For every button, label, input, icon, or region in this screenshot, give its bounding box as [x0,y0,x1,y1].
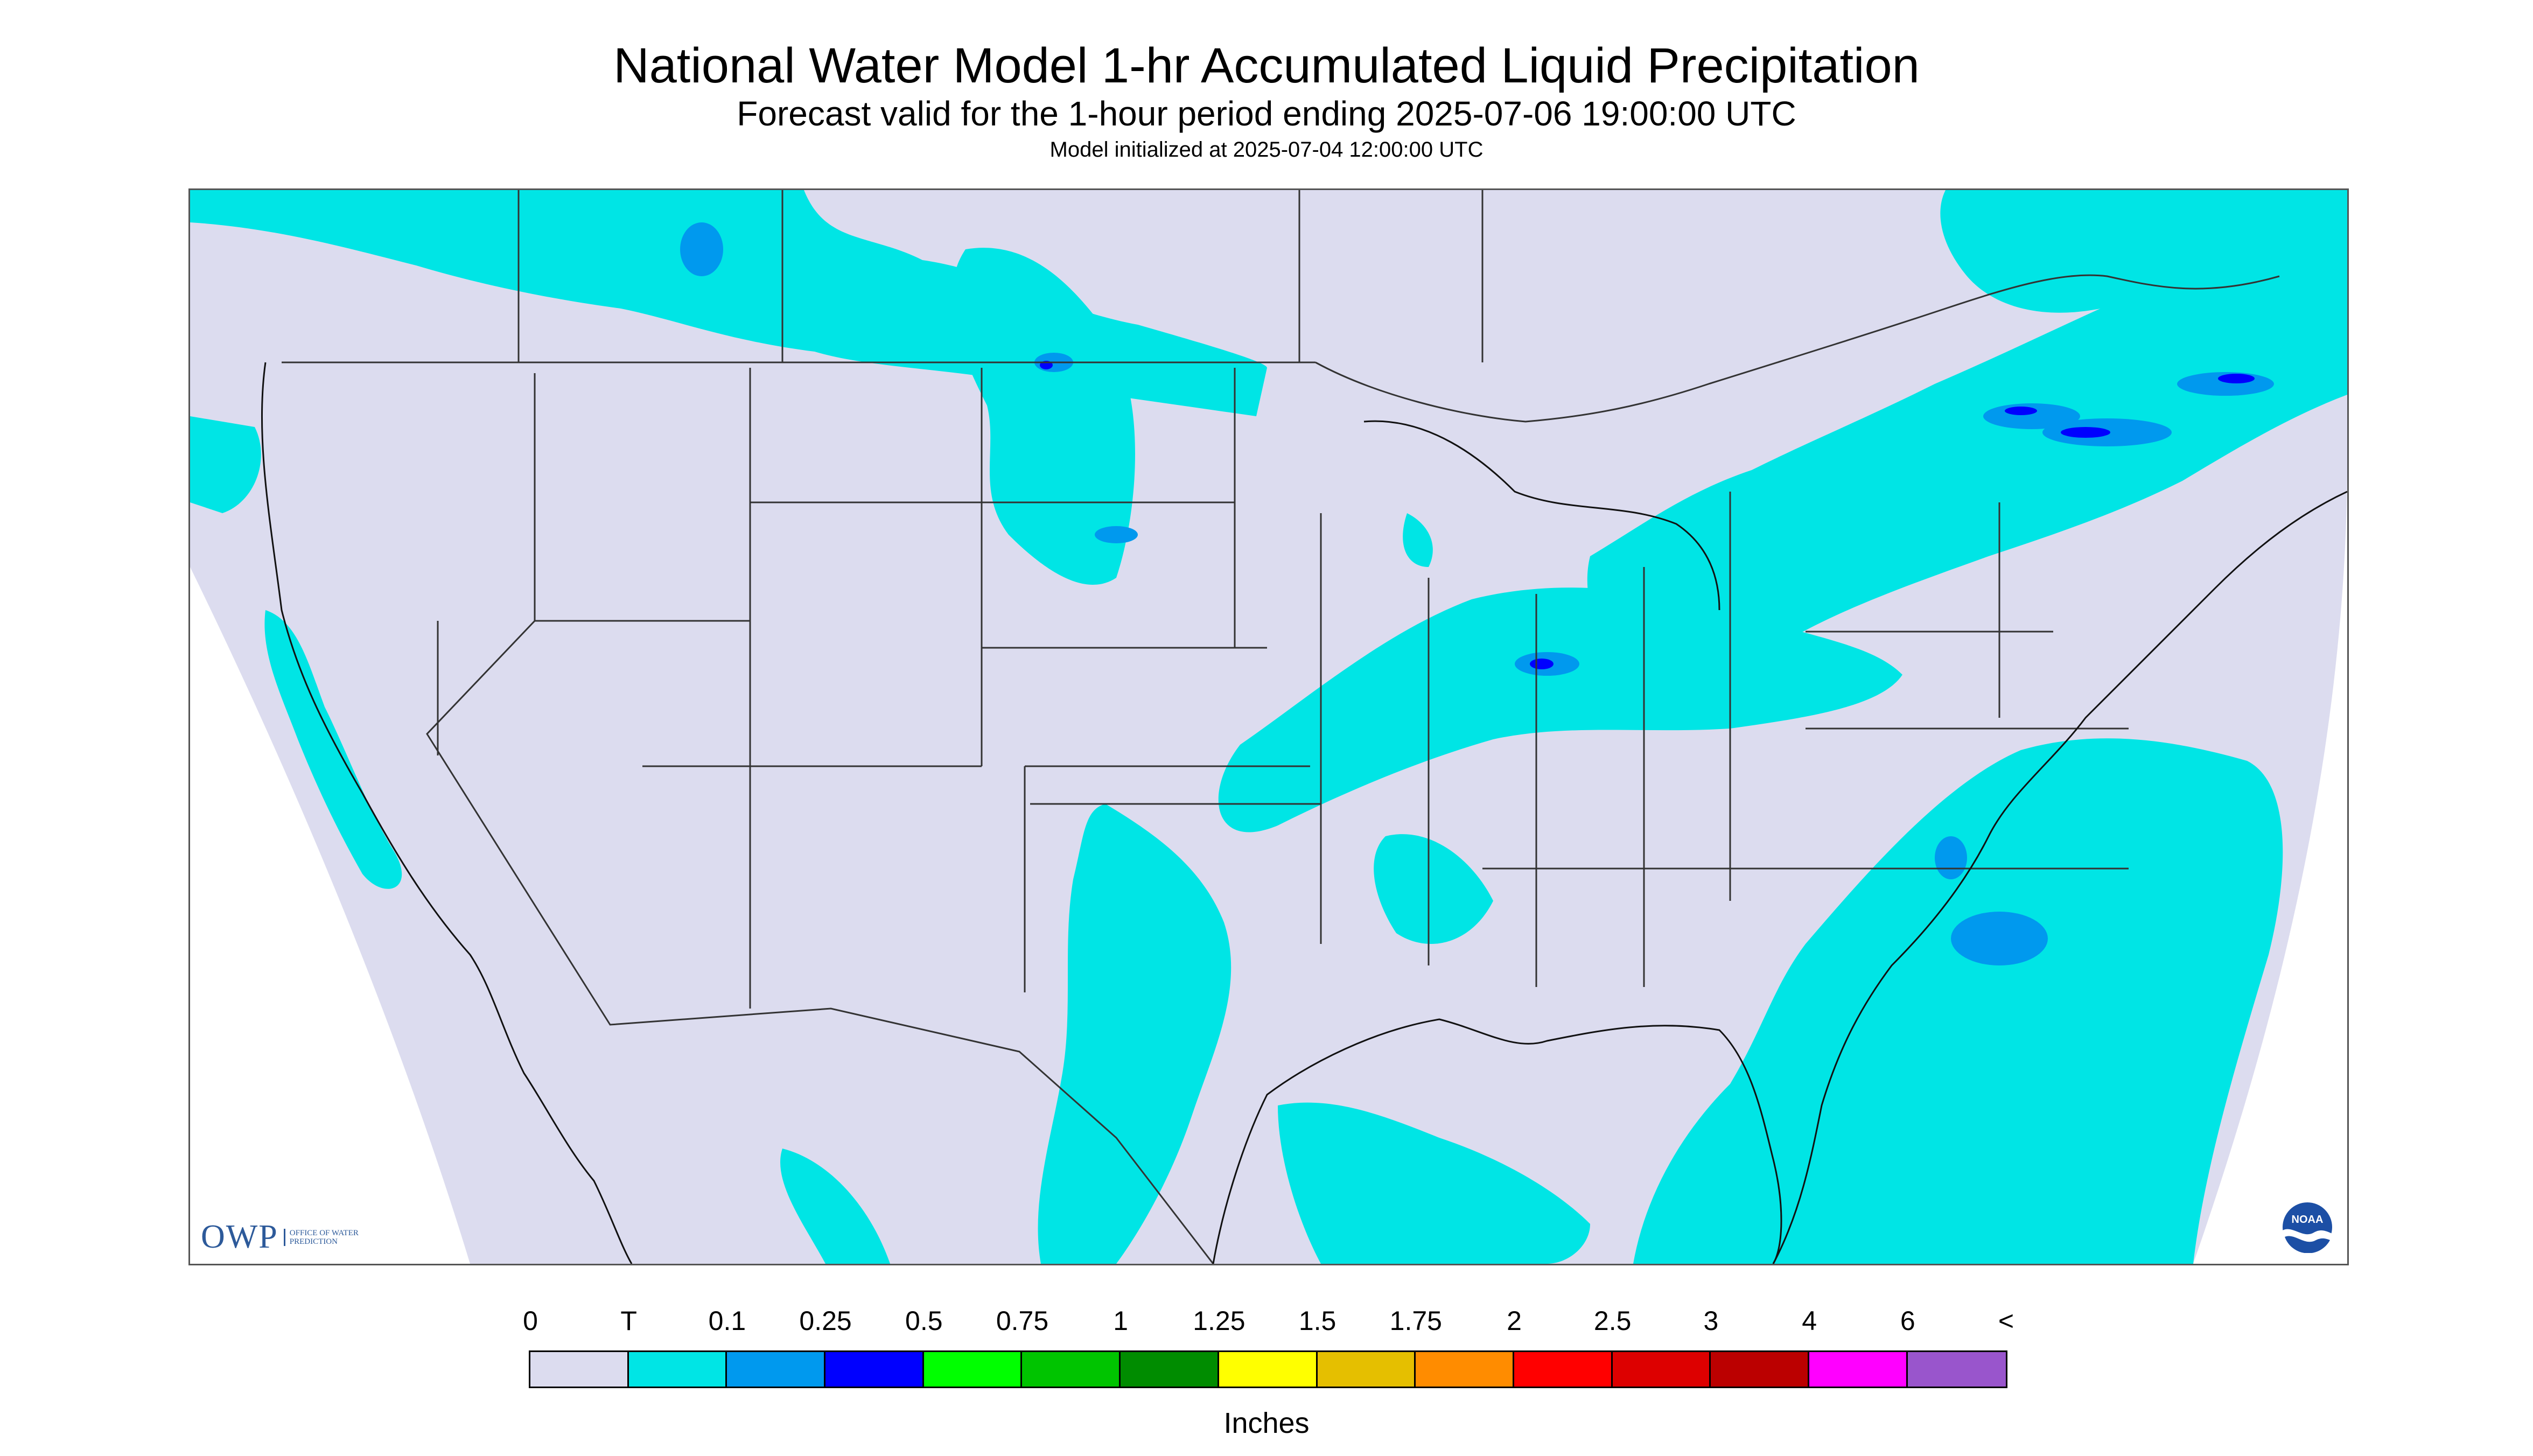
legend-swatch [1514,1352,1613,1387]
legend-units: Inches [1223,1407,1310,1439]
legend-label: 1.75 [1389,1306,1442,1336]
legend-label: 2 [1507,1306,1522,1336]
legend-label: 0 [523,1306,538,1336]
legend-swatch [1809,1352,1908,1387]
legend-label: 0.25 [799,1306,852,1336]
legend-label: 0.5 [905,1306,943,1336]
legend-label: 1.5 [1298,1306,1337,1336]
legend-swatch [628,1352,727,1387]
political-boundaries [282,190,2280,1264]
coastlines [261,362,2347,1264]
legend-label: 2.5 [1593,1306,1632,1336]
map-subtitle: Forecast valid for the 1-hour period end… [737,94,1796,133]
legend-label: < [1998,1306,2014,1336]
legend-swatch [923,1352,1023,1387]
legend-label: 0.1 [708,1306,746,1336]
legend-label: 6 [1900,1306,1915,1336]
model-init-text: Model initialized at 2025-07-04 12:00:00… [1049,138,1484,162]
legend-label: 0.75 [996,1306,1049,1336]
legend-swatch [1612,1352,1711,1387]
map-title: National Water Model 1-hr Accumulated Li… [613,38,1920,93]
legend-swatch [825,1352,924,1387]
legend-label: 4 [1802,1306,1817,1336]
legend-label: T [620,1306,637,1336]
legend-label: 3 [1703,1306,1719,1336]
legend-swatch [1121,1352,1219,1387]
legend-swatch [1711,1352,1809,1387]
noaa-logo-text: NOAA [2292,1214,2324,1226]
owp-logo: OWP OFFICE OF WATER PREDICTION [201,1218,360,1256]
noaa-logo-icon: NOAA [2282,1202,2332,1253]
map-canvas [190,190,2347,1264]
legend-swatch [1907,1352,2006,1387]
trace-precip-areas [190,190,2347,1264]
legend-swatch [1317,1352,1416,1387]
legend-label: 1 [1113,1306,1129,1336]
legend-swatch [530,1352,629,1387]
owp-logo-subtext: OFFICE OF WATER PREDICTION [283,1228,360,1246]
legend-colorbar [529,1350,2008,1388]
legend-swatch [1416,1352,1514,1387]
legend-labels: 0 T 0.1 0.25 0.5 0.75 1 1.25 1.5 1.75 2 2.5 3 4 6 < [0,1305,2533,1338]
owp-logo-text: OWP [201,1219,278,1255]
light-precip-areas [680,222,2274,965]
legend-swatch [727,1352,826,1387]
precipitation-map: OWP OFFICE OF WATER PREDICTION NOAA [188,188,2349,1265]
legend-label: 1.25 [1193,1306,1245,1336]
legend-swatch [1022,1352,1121,1387]
legend-swatch [1219,1352,1318,1387]
